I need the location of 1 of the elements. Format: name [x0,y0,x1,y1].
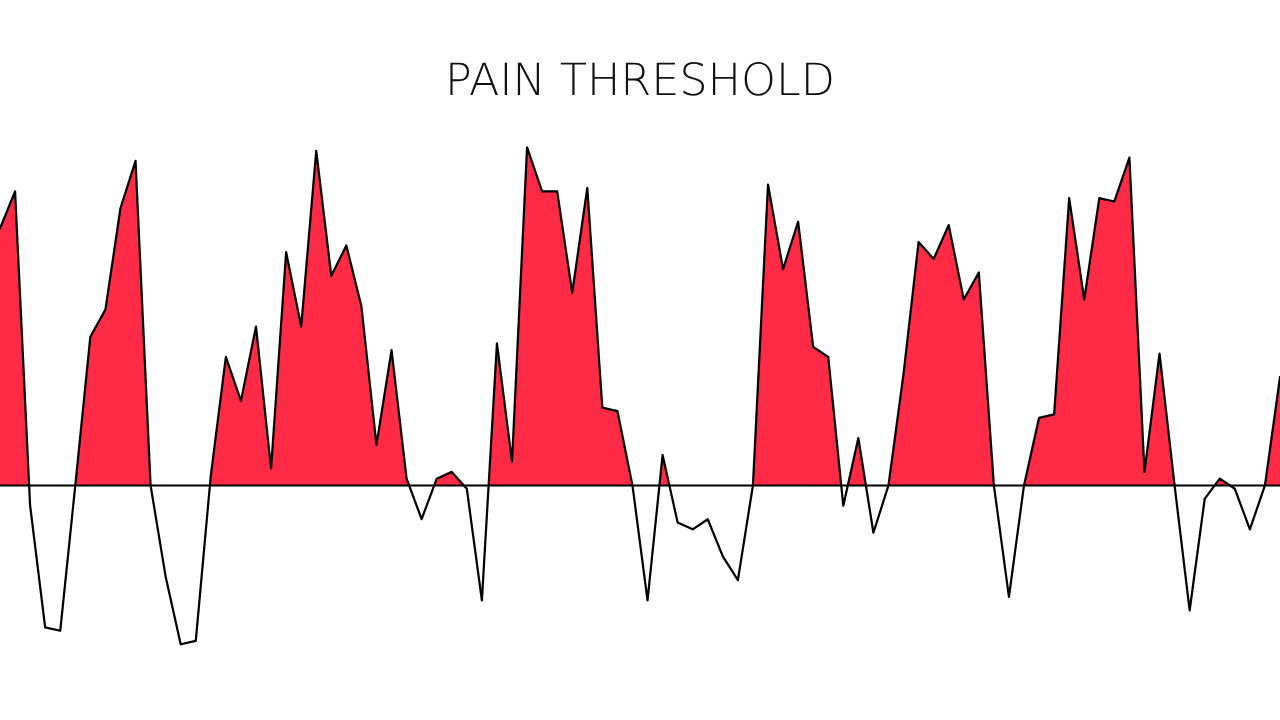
chart-title: PAIN THRESHOLD [450,62,832,96]
